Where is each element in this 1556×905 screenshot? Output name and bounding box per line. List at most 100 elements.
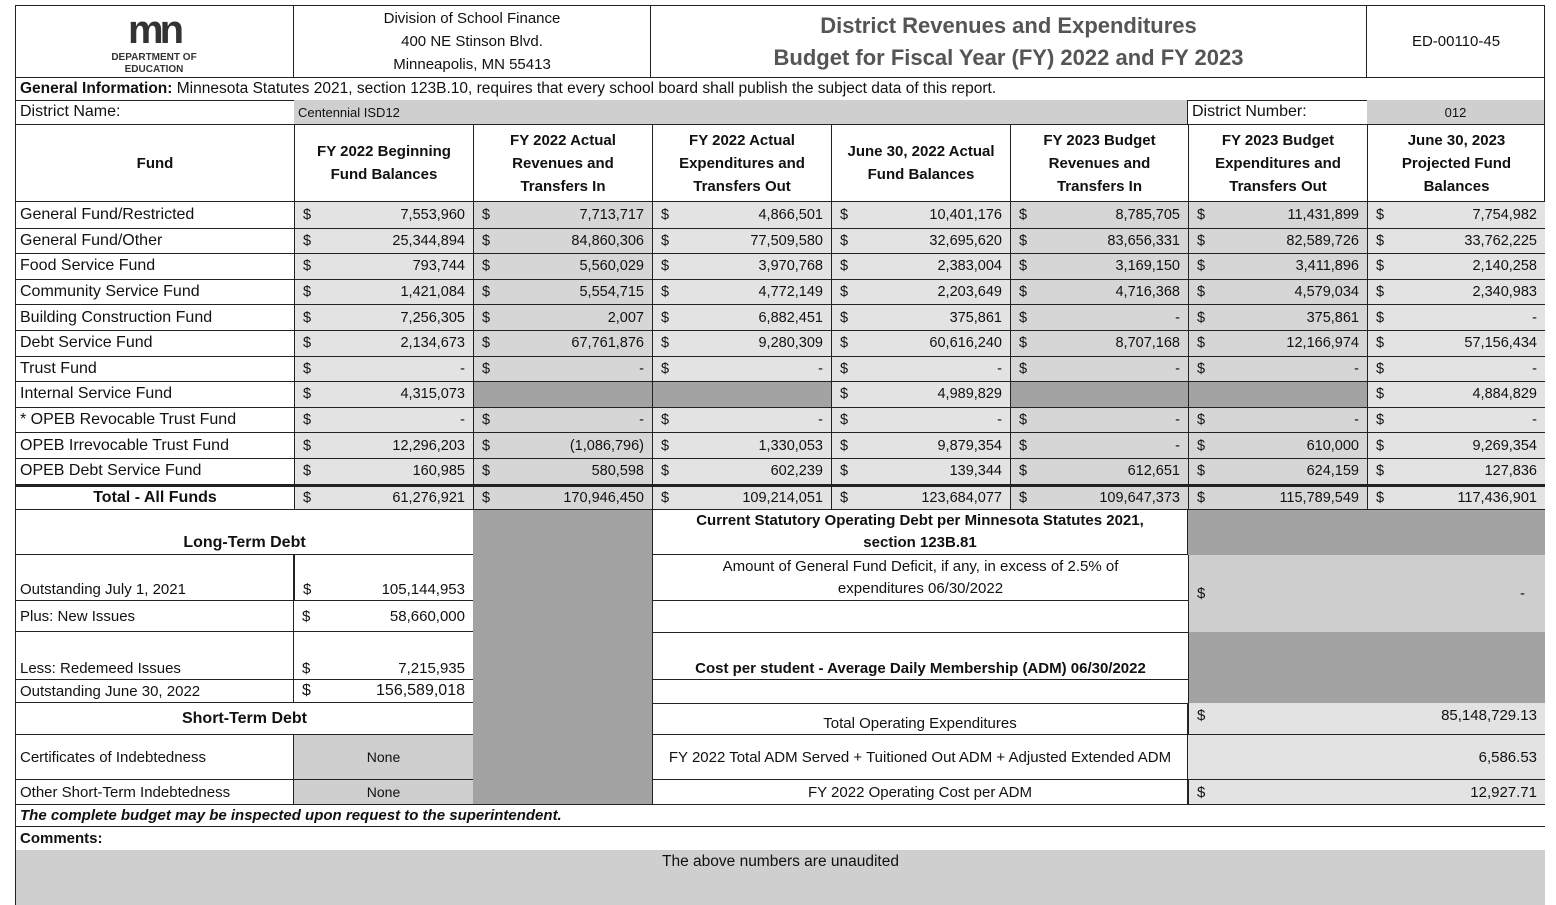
table-row: Trust Fund $ - $ - $ - $ - $ - $ - $ - [16,355,1545,382]
column-header: FY 2023 Budget Revenues and Transfers In [1010,125,1188,201]
amount: - [639,412,644,429]
amount-cell: $ - [1188,356,1367,382]
logo-text: DEPARTMENT OF EDUCATION [111,51,197,75]
fund-name: General Fund/Restricted [20,205,195,223]
logo-mark: mn [128,7,184,52]
amount: 4,772,149 [758,284,823,301]
currency-sign: $ [1197,258,1206,275]
amount: 2,383,004 [937,258,1002,275]
amount: - [1175,309,1180,326]
currency-sign: $ [303,437,312,454]
currency-sign: $ [840,335,849,352]
currency-sign: $ [1019,284,1028,301]
fund-name: General Fund/Other [20,231,163,249]
currency-sign: $ [303,258,312,275]
amount: - [1175,412,1180,429]
currency-sign: $ [1376,463,1385,480]
currency-sign: $ [303,206,312,223]
amount: 7,256,305 [400,309,465,326]
amount-cell: $2,007 [473,305,652,330]
column-header: FY 2022 Actual Expenditures and Transfer… [652,125,831,201]
column-header: FY 2023 Budget Expenditures and Transfer… [1188,125,1367,201]
debt-label: Certificates of Indebtedness [16,735,294,780]
column-header: FY 2022 Beginning Fund Balances [294,125,473,201]
fund-name: Total - All Funds [93,488,217,506]
amount: - [1532,360,1537,377]
amount: - [1532,309,1537,326]
currency-sign: $ [303,489,312,506]
amount: 580,598 [591,463,644,480]
currency-sign: $ [1197,783,1206,801]
amount-cell: $4,989,829 [831,382,1010,407]
column-header: FY 2022 Actual Revenues and Transfers In [473,125,652,201]
amount: 58,660,000 [389,607,465,625]
currency-sign: $ [1197,463,1206,480]
amount: 105,144,953 [381,581,465,598]
mde-logo: mn DEPARTMENT OF EDUCATION [15,5,293,78]
amount-cell: $602,239 [652,459,831,484]
debt-label: Other Short-Term Indebtedness [16,780,294,804]
amount: 375,861 [1306,309,1359,326]
amount: 7,713,717 [579,206,644,223]
amount: 156,589,018 [376,682,465,699]
currency-sign: $ [303,284,312,301]
amount-cell: $ - [831,407,1010,433]
debt-value: $58,660,000 [294,601,473,632]
amount: 3,411,896 [1295,258,1359,275]
amount: 9,879,354 [937,437,1002,454]
amount: 109,647,373 [1099,489,1180,506]
currency-sign: $ [1376,206,1385,223]
amount: - [639,360,644,377]
amount: 85,148,729.13 [1441,707,1537,724]
amount-cell [1010,382,1188,407]
amount-cell: $123,684,077 [831,486,1010,510]
currency-sign: $ [1197,585,1206,602]
debt-value: $156,589,018 [294,680,473,703]
short-term-debt-title: Short-Term Debt [16,703,473,735]
amount: 624,159 [1306,463,1359,480]
currency-sign: $ [1197,309,1206,326]
currency-sign: $ [1376,360,1385,377]
currency-sign: $ [1197,707,1206,724]
currency-sign: $ [303,309,312,326]
amount-cell: $ - [1010,305,1188,330]
comments-label: Comments: [15,827,1545,850]
amount: 3,169,150 [1115,258,1180,275]
currency-sign: $ [840,284,849,301]
address-line: Division of School Finance [383,10,561,27]
district-row: District Name: Centennial ISD12 District… [15,100,1545,125]
debt-label: Less: Redemeed Issues [16,632,294,680]
amount-cell: $ - [1367,305,1545,330]
currency-sign: $ [302,607,311,625]
currency-sign: $ [661,206,670,223]
amount-cell: $84,860,306 [473,228,652,254]
amount-cell: $10,401,176 [831,202,1010,228]
amount: 3,970,768 [758,258,823,275]
amount: 160,985 [412,463,465,480]
amount-cell: $580,598 [473,459,652,484]
amount: 12,296,203 [392,437,465,454]
amount: 9,269,354 [1472,437,1537,454]
amount: 2,134,673 [400,335,465,352]
amount-cell: $624,159 [1188,459,1367,484]
debt-value: $105,144,953 [294,555,473,601]
currency-sign: $ [482,489,491,506]
total-exp-value: $85,148,729.13 [1188,703,1545,735]
amount-cell: $ - [294,407,473,433]
amount-cell: $4,716,368 [1010,279,1188,305]
amount: 139,344 [949,463,1002,480]
fund-name: Community Service Fund [20,283,200,301]
currency-sign: $ [840,463,849,480]
amount: 4,579,034 [1294,284,1359,301]
amount: 2,007 [607,309,644,326]
statutory-title: Current Statutory Operating Debt per Min… [652,510,1188,555]
table-row: Community Service Fund $1,421,084 $5,554,7… [16,278,1545,305]
amount: 4,989,829 [937,386,1002,403]
amount-cell [473,382,652,407]
currency-sign: $ [303,335,312,352]
amount-cell: $ - [652,356,831,382]
amount-cell: $3,411,896 [1188,254,1367,279]
total-row: Total - All Funds $61,276,921 $170,946,450… [16,483,1545,510]
amount-cell: $375,861 [831,305,1010,330]
amount-cell: $61,276,921 [294,486,473,510]
